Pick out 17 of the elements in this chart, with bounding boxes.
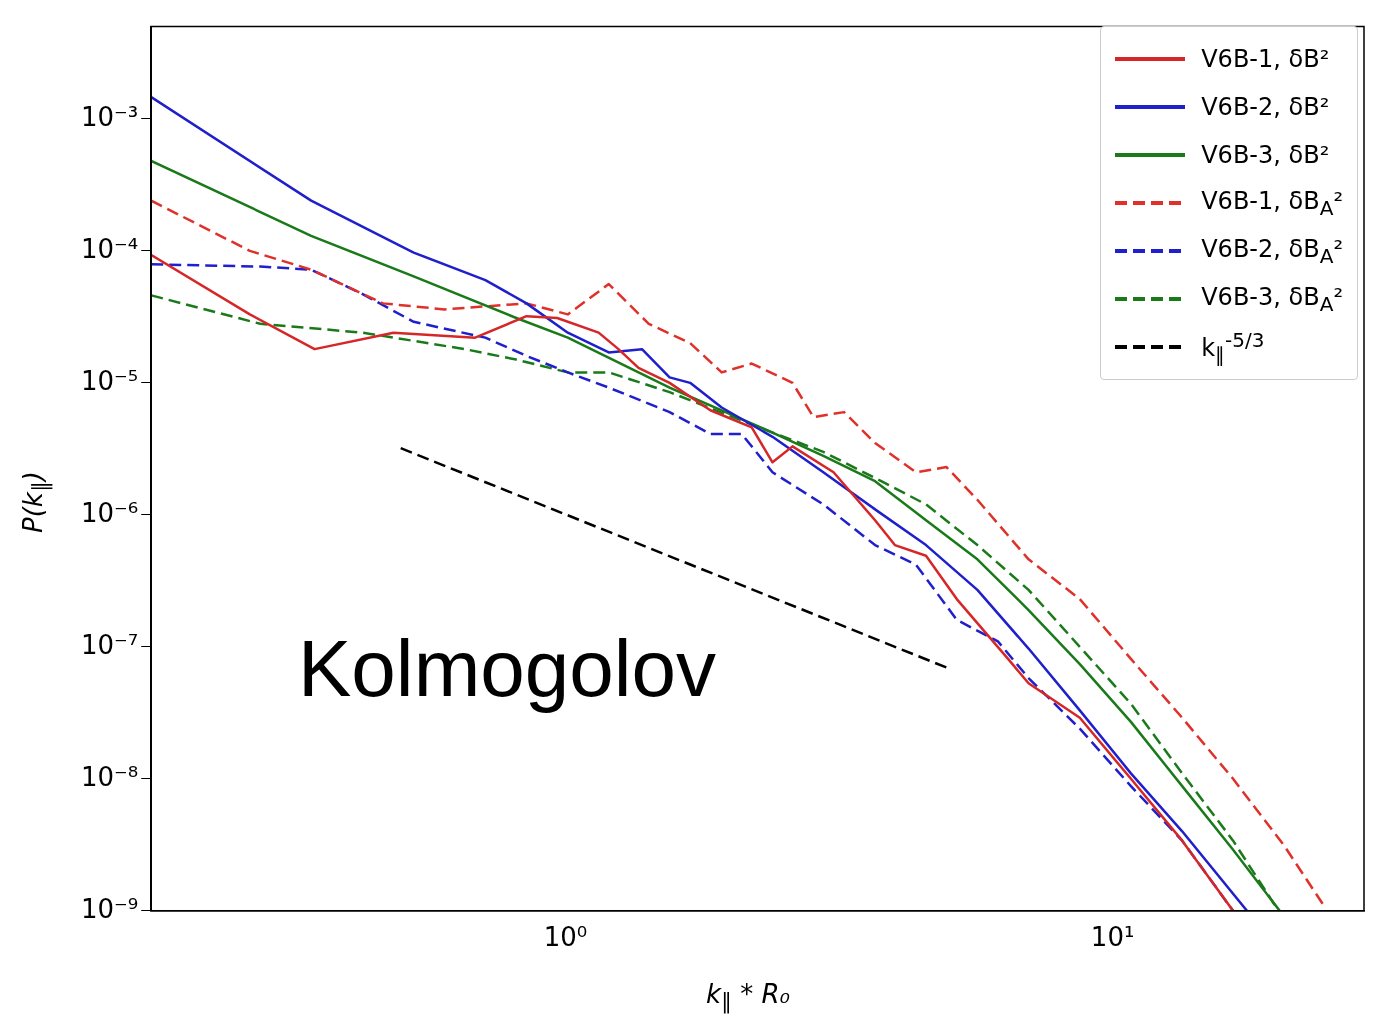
y-tick-label: 10⁻³ [81,101,139,132]
annotation: Kolmogolov [298,623,717,715]
legend-label: V6B-2, δB² [1201,93,1330,121]
legend-label: V6B-1, δB² [1201,45,1330,73]
y-tick-label: 10⁻⁷ [81,629,139,660]
x-tick-label: 10¹ [1090,922,1135,953]
legend-label: V6B-1, δB$_{A}$² [1201,186,1343,220]
x-tick-label: 10⁰ [543,922,588,953]
y-tick-label: 10⁻⁴ [81,233,139,264]
legend-label: V6B-2, δB$_{A}$² [1201,234,1343,268]
y-tick-label: 10⁻⁸ [81,761,139,792]
y-tick-label: 10⁻⁹ [81,893,139,924]
legend-label: V6B-3, δB$_{A}$² [1201,282,1343,316]
y-tick-label: 10⁻⁶ [81,497,139,528]
x-axis-title: k$_{∥}$ * R₀ [706,978,790,1014]
legend-label: V6B-3, δB² [1201,141,1330,169]
y-tick-label: 10⁻⁵ [81,365,139,396]
